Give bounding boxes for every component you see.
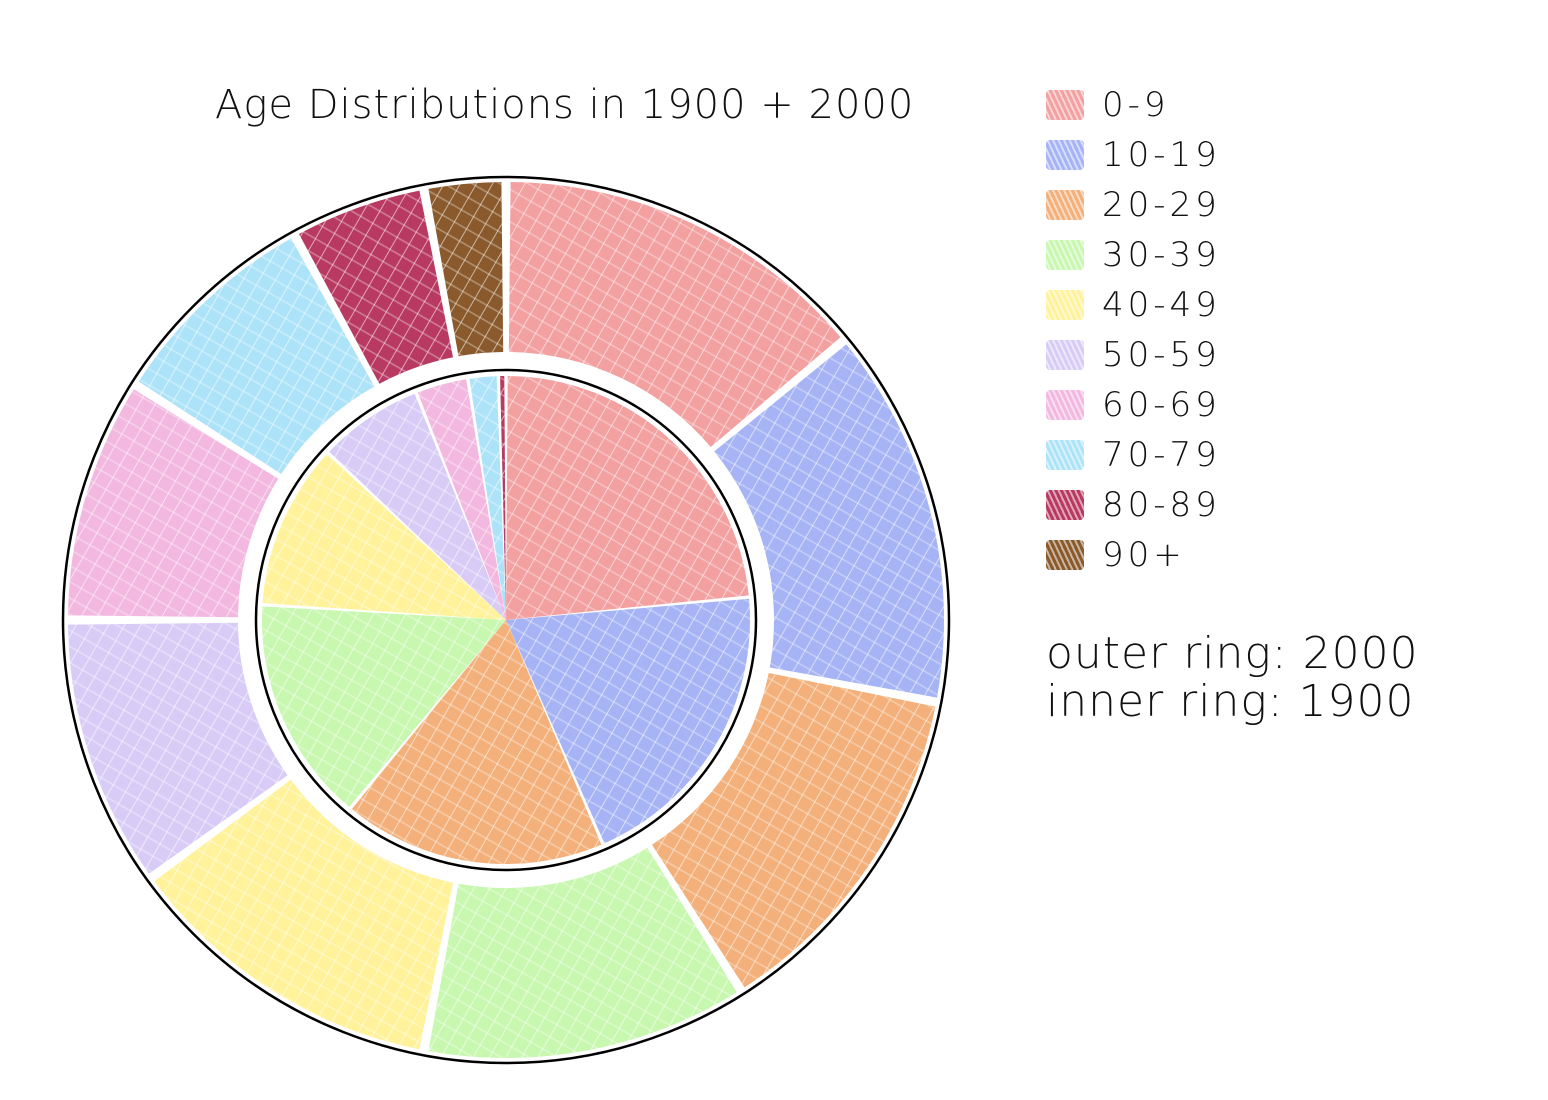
legend-swatch	[1046, 140, 1084, 170]
slice-texture	[154, 779, 454, 1050]
slice-texture	[714, 344, 944, 698]
legend-label: 40-49	[1102, 285, 1221, 325]
legend-item: 70-79	[1046, 430, 1221, 480]
slice-texture	[138, 238, 375, 475]
slice-texture	[508, 182, 841, 448]
legend-swatch	[1046, 190, 1084, 220]
slice-texture	[428, 182, 504, 357]
legend-item: 30-39	[1046, 230, 1221, 280]
outer-ring-note: outer ring: 2000	[1046, 628, 1419, 679]
inner-ring-note: inner ring: 1900	[1046, 676, 1415, 727]
legend-label: 50-59	[1102, 335, 1221, 375]
legend-swatch	[1046, 440, 1084, 470]
slice-texture	[417, 379, 506, 620]
slice-texture	[68, 389, 279, 618]
legend-swatch	[1046, 90, 1084, 120]
legend-item: 80-89	[1046, 480, 1221, 530]
slice-texture	[428, 847, 737, 1058]
legend-swatch	[1046, 490, 1084, 520]
ring-notes: outer ring: 2000 inner ring: 1900	[1046, 630, 1419, 726]
legend-label: 90+	[1102, 535, 1186, 575]
slice-texture	[262, 606, 506, 807]
outer-ring-2000	[68, 182, 944, 1058]
legend-item: 40-49	[1046, 280, 1221, 330]
legend-swatch	[1046, 240, 1084, 270]
legend-item: 50-59	[1046, 330, 1221, 380]
legend: 0-9 10-19 20-29 30-39 40-49 50-59 60-69 …	[1046, 80, 1221, 580]
slice-texture	[506, 376, 749, 620]
slice-texture	[651, 672, 936, 988]
legend-swatch	[1046, 340, 1084, 370]
legend-item: 10-19	[1046, 130, 1221, 180]
legend-swatch	[1046, 290, 1084, 320]
slice-texture	[506, 598, 750, 844]
legend-swatch	[1046, 540, 1084, 570]
legend-label: 0-9	[1102, 85, 1170, 125]
chart-title: Age Distributions in 1900 + 2000	[215, 82, 915, 128]
legend-item: 0-9	[1046, 80, 1221, 130]
slice-texture	[500, 376, 506, 620]
legend-item: 20-29	[1046, 180, 1221, 230]
slice-texture	[351, 620, 602, 864]
legend-label: 10-19	[1102, 135, 1221, 175]
slice-texture	[68, 622, 288, 874]
legend-label: 60-69	[1102, 385, 1221, 425]
legend-label: 80-89	[1102, 485, 1221, 525]
legend-item: 60-69	[1046, 380, 1221, 430]
slice-texture	[262, 454, 506, 620]
slice-texture	[299, 190, 454, 384]
legend-label: 70-79	[1102, 435, 1221, 475]
slice-texture	[329, 393, 506, 620]
legend-swatch	[1046, 390, 1084, 420]
legend-label: 30-39	[1102, 235, 1221, 275]
inner-border-circle	[254, 368, 758, 872]
legend-item: 90+	[1046, 530, 1221, 580]
slice-texture	[469, 376, 506, 620]
inner-ring-1900	[262, 376, 750, 864]
legend-label: 20-29	[1102, 185, 1221, 225]
outer-border-circle	[61, 175, 951, 1065]
